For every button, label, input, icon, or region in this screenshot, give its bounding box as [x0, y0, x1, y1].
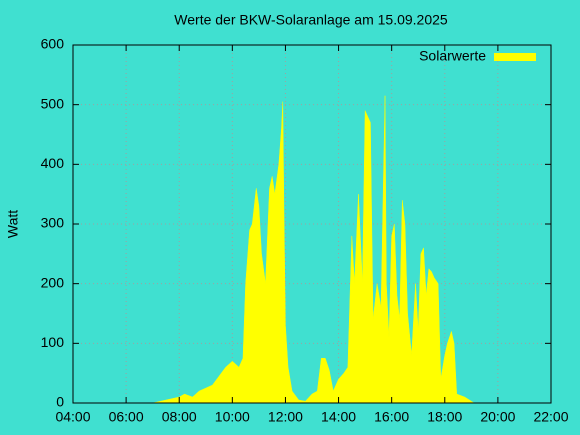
x-tick-label: 04:00: [55, 409, 90, 425]
legend-swatch: [494, 53, 536, 61]
x-tick-label: 08:00: [162, 409, 197, 425]
y-axis-label: Watt: [5, 210, 21, 238]
x-tick-label: 10:00: [215, 409, 250, 425]
y-tick-label: 300: [41, 215, 65, 231]
x-tick-label: 22:00: [533, 409, 568, 425]
x-tick-label: 06:00: [109, 409, 144, 425]
legend-label: Solarwerte: [419, 48, 486, 64]
y-tick-label: 500: [41, 95, 65, 111]
y-tick-label: 0: [56, 394, 64, 410]
y-tick-label: 400: [41, 155, 65, 171]
y-tick-label: 600: [41, 36, 65, 52]
x-tick-label: 18:00: [427, 409, 462, 425]
x-tick-label: 14:00: [321, 409, 356, 425]
area: [152, 95, 475, 404]
y-tick-label: 100: [41, 334, 65, 350]
y-tick-label: 200: [41, 274, 65, 290]
chart-title: Werte der BKW-Solaranlage am 15.09.2025: [174, 12, 448, 28]
x-tick-label: 16:00: [374, 409, 409, 425]
x-tick-label: 12:00: [268, 409, 303, 425]
x-tick-label: 20:00: [480, 409, 515, 425]
